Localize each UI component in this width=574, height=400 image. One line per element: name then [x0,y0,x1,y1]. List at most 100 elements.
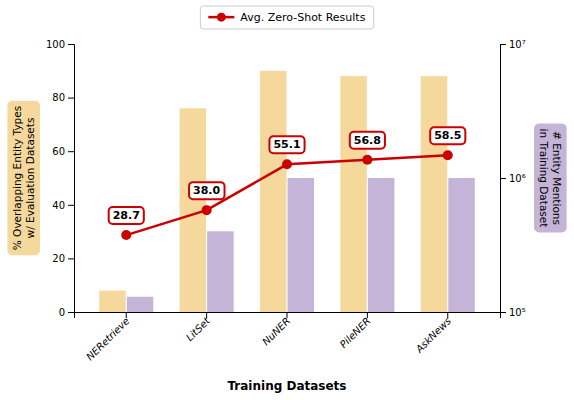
tick-mark [367,312,368,318]
marker [202,205,212,215]
y-axis: 0 20 40 60 80 100 [46,39,75,318]
tick-mark [68,205,74,206]
tick: 100 [46,39,74,50]
marker [443,150,453,160]
tick-label: LitSet [184,314,213,343]
axis-title-line: in Training Dataset [538,129,550,228]
tick-label: 10⁵ [509,307,526,318]
bar [99,291,125,312]
axis-title-line: w/ Evaluation Datasets [24,118,36,239]
bar [368,178,394,312]
data-label-group: 56.8 [350,132,385,149]
axis-title-group: % Overlapping Entity Typesw/ Evaluation … [7,101,40,255]
tick: 10⁷ [500,39,526,50]
x-axis-title: Training Datasets [227,379,346,393]
tick-label: 20 [52,253,65,264]
tick-label: PileNER [338,315,373,350]
axis-line [75,313,501,319]
data-label-box [269,136,304,153]
axis-line [68,45,75,313]
tick: 20 [52,253,74,264]
tick: 10⁵ [500,307,526,318]
bar [340,76,366,312]
tick-mark [447,312,448,318]
legend-item: Avg. Zero-Shot Results [208,11,365,24]
tick: NuNER [260,312,292,347]
data-label-box [430,127,465,144]
data-label-box [350,132,385,149]
data-label: 38.0 [193,184,220,197]
y2-axis: 10⁵ 10⁶ 10⁷ [500,39,526,318]
tick-label: NuNER [260,315,292,347]
tick-mark [68,151,74,152]
legend-marker [217,13,226,22]
legend-label: Avg. Zero-Shot Results [240,11,365,24]
bar [421,76,447,312]
marker [282,159,292,169]
data-label: 28.7 [113,209,140,222]
chart: NERetrieve LitSet NuNER PileNER AskNews 0 20 40… [0,0,574,400]
tick: 0 [59,307,74,318]
data-label: 58.5 [434,129,461,142]
axis-title: # Entity Mentionsin Training Dataset [538,129,563,228]
tick-label: NERetrieve [84,315,131,362]
tick-label: 100 [46,39,65,50]
axis-title-background [534,124,567,233]
axis-title: % Overlapping Entity Typesw/ Evaluation … [11,106,36,250]
tick: 60 [52,146,74,157]
tick-label: 40 [52,200,65,211]
axis-title-group: # Entity Mentionsin Training Dataset [534,124,567,233]
data-label: 56.8 [354,134,381,147]
marker [362,155,372,165]
tick-label: 0 [59,307,65,318]
tick-label: 10⁷ [509,39,526,50]
tick-mark [68,44,74,45]
axis-line [501,45,507,313]
data-label-group: 55.1 [269,136,304,153]
tick-mark [206,312,207,318]
bar [260,71,286,312]
tick-mark [68,98,74,99]
bar [448,178,474,312]
tick: 10⁶ [500,173,526,184]
plot: NERetrieve LitSet NuNER PileNER AskNews 0 20 40… [7,39,566,393]
tick-mark [68,258,74,259]
tick-mark [68,312,74,313]
legend: Avg. Zero-Shot Results [200,6,373,29]
data-label-box [189,182,224,199]
data-label-box [109,207,144,224]
tick: 40 [52,200,74,211]
tick: PileNER [338,312,373,350]
tick-label: 80 [52,92,65,103]
tick: AskNews [413,312,453,355]
data-labels: 28.7 38.0 55.1 56.8 58.5 [109,127,466,224]
marker [121,230,131,240]
legend-frame [200,6,373,29]
tick-mark [287,312,288,318]
tick-label: 10⁶ [509,173,526,184]
data-label-group: 58.5 [430,127,465,144]
x-axis: NERetrieve LitSet NuNER PileNER AskNews [75,312,501,363]
tick-mark [500,44,506,45]
tick: NERetrieve [84,312,131,363]
tick-label: 60 [52,146,65,157]
bar-series [99,71,447,312]
bar-series [127,178,475,312]
axis-title-line: # Entity Mentions [551,131,563,225]
bar [127,297,153,312]
tick-mark [126,312,127,318]
data-label-group: 38.0 [189,182,224,199]
axis-title-background [7,101,40,255]
tick-mark [500,178,506,179]
bar [288,178,314,312]
bar [207,231,233,312]
axis-title-line: % Overlapping Entity Types [11,106,23,250]
tick: LitSet [184,312,213,343]
data-label: 55.1 [273,138,300,151]
tick: 80 [52,92,74,103]
marks [99,71,475,312]
tick-label: AskNews [413,315,453,355]
line [126,155,448,235]
tick-mark [500,312,506,313]
data-label-group: 28.7 [109,207,144,224]
